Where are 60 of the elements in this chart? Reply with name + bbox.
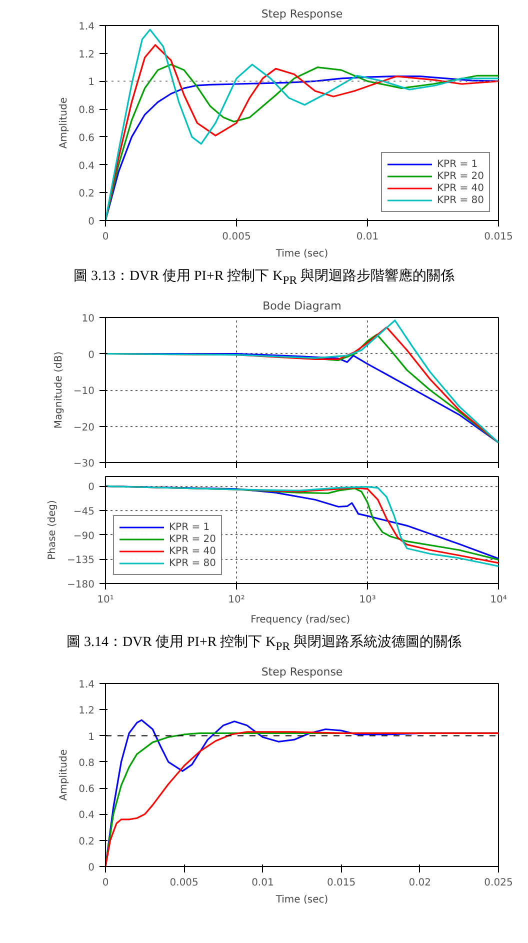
x-tick-label: 10³ <box>359 594 376 606</box>
y-tick-label: −45 <box>73 506 95 518</box>
y-tick-label: 0.8 <box>78 758 95 769</box>
legend-label: KPR = 20 <box>169 533 216 545</box>
caption: 圖 3.14：DVR 使用 PI+R 控制下 K$_{PR}$ 與閉迴路系統波德圖的關係 <box>66 633 462 655</box>
y-tick-label: 0.8 <box>78 105 95 116</box>
y-axis-title: Magnitude (dB) <box>53 351 64 429</box>
y-tick-label: −90 <box>73 530 95 542</box>
x-tick-label: 0.01 <box>356 232 379 242</box>
y-tick-label: 1.2 <box>78 49 95 60</box>
y-tick-label: 1.4 <box>78 680 95 690</box>
legend-label: KPR = 40 <box>169 545 216 557</box>
y-tick-label: 0.2 <box>78 836 95 848</box>
y-tick-label: 0.2 <box>78 188 95 200</box>
y-tick-label: 0.4 <box>78 160 95 172</box>
x-tick-label: 0.015 <box>484 232 513 242</box>
legend-label: KPR = 80 <box>169 557 216 569</box>
x-tick-label: 0.015 <box>326 878 356 888</box>
chart-title: Bode Diagram <box>262 300 342 312</box>
y-tick-label: 1.4 <box>78 22 95 32</box>
y-tick-label: 0.6 <box>78 784 95 796</box>
y-axis-title: Amplitude <box>58 749 70 801</box>
y-tick-label: 0 <box>88 216 95 228</box>
x-tick-label: 0.02 <box>408 878 432 888</box>
caption: 圖 3.13：DVR 使用 PI+R 控制下 K$_{PR}$ 與閉迴路步階響應的關係 <box>73 267 455 289</box>
x-axis-title: Time (sec) <box>274 248 328 260</box>
x-tick-label: 0.025 <box>484 878 513 888</box>
y-tick-label: 0 <box>88 482 95 494</box>
y-axis-title: Phase (deg) <box>47 500 58 560</box>
legend-label: KPR = 20 <box>437 170 484 182</box>
legend-label: KPR = 1 <box>169 521 210 533</box>
y-tick-label: −20 <box>73 422 95 434</box>
x-axis-title: Frequency (rad/sec) <box>250 614 350 626</box>
y-tick-label: 0.4 <box>78 810 95 822</box>
y-tick-label: −30 <box>73 458 95 470</box>
legend-label: KPR = 80 <box>437 194 484 206</box>
x-tick-label: 10² <box>228 594 245 606</box>
y-tick-label: −10 <box>73 386 95 397</box>
x-axis-title: Time (sec) <box>274 894 328 906</box>
x-tick-label: 10¹ <box>97 594 114 606</box>
legend-label: KPR = 40 <box>437 182 484 194</box>
x-tick-label: 0.005 <box>222 232 251 242</box>
x-tick-label: 10⁴ <box>490 594 507 606</box>
y-tick-label: −180 <box>67 580 95 590</box>
y-tick-label: 1 <box>88 77 95 88</box>
y-axis-title: Amplitude <box>58 97 70 149</box>
y-tick-label: −135 <box>67 555 95 566</box>
y-tick-label: 1 <box>88 732 95 743</box>
y-tick-label: 0.6 <box>78 132 95 144</box>
legend-label: KPR = 1 <box>437 158 478 170</box>
y-tick-label: 1.2 <box>78 706 95 717</box>
x-tick-label: 0 <box>102 232 109 242</box>
chart-title: Step Response <box>261 8 343 20</box>
x-tick-label: 0.01 <box>252 878 274 888</box>
x-tick-label: 0.005 <box>170 878 198 888</box>
y-tick-label: 0 <box>88 862 95 874</box>
chart-title: Step Response <box>261 666 343 678</box>
x-tick-label: 0 <box>102 878 109 888</box>
y-tick-label: 0 <box>88 350 95 361</box>
y-tick-label: 10 <box>82 314 95 324</box>
